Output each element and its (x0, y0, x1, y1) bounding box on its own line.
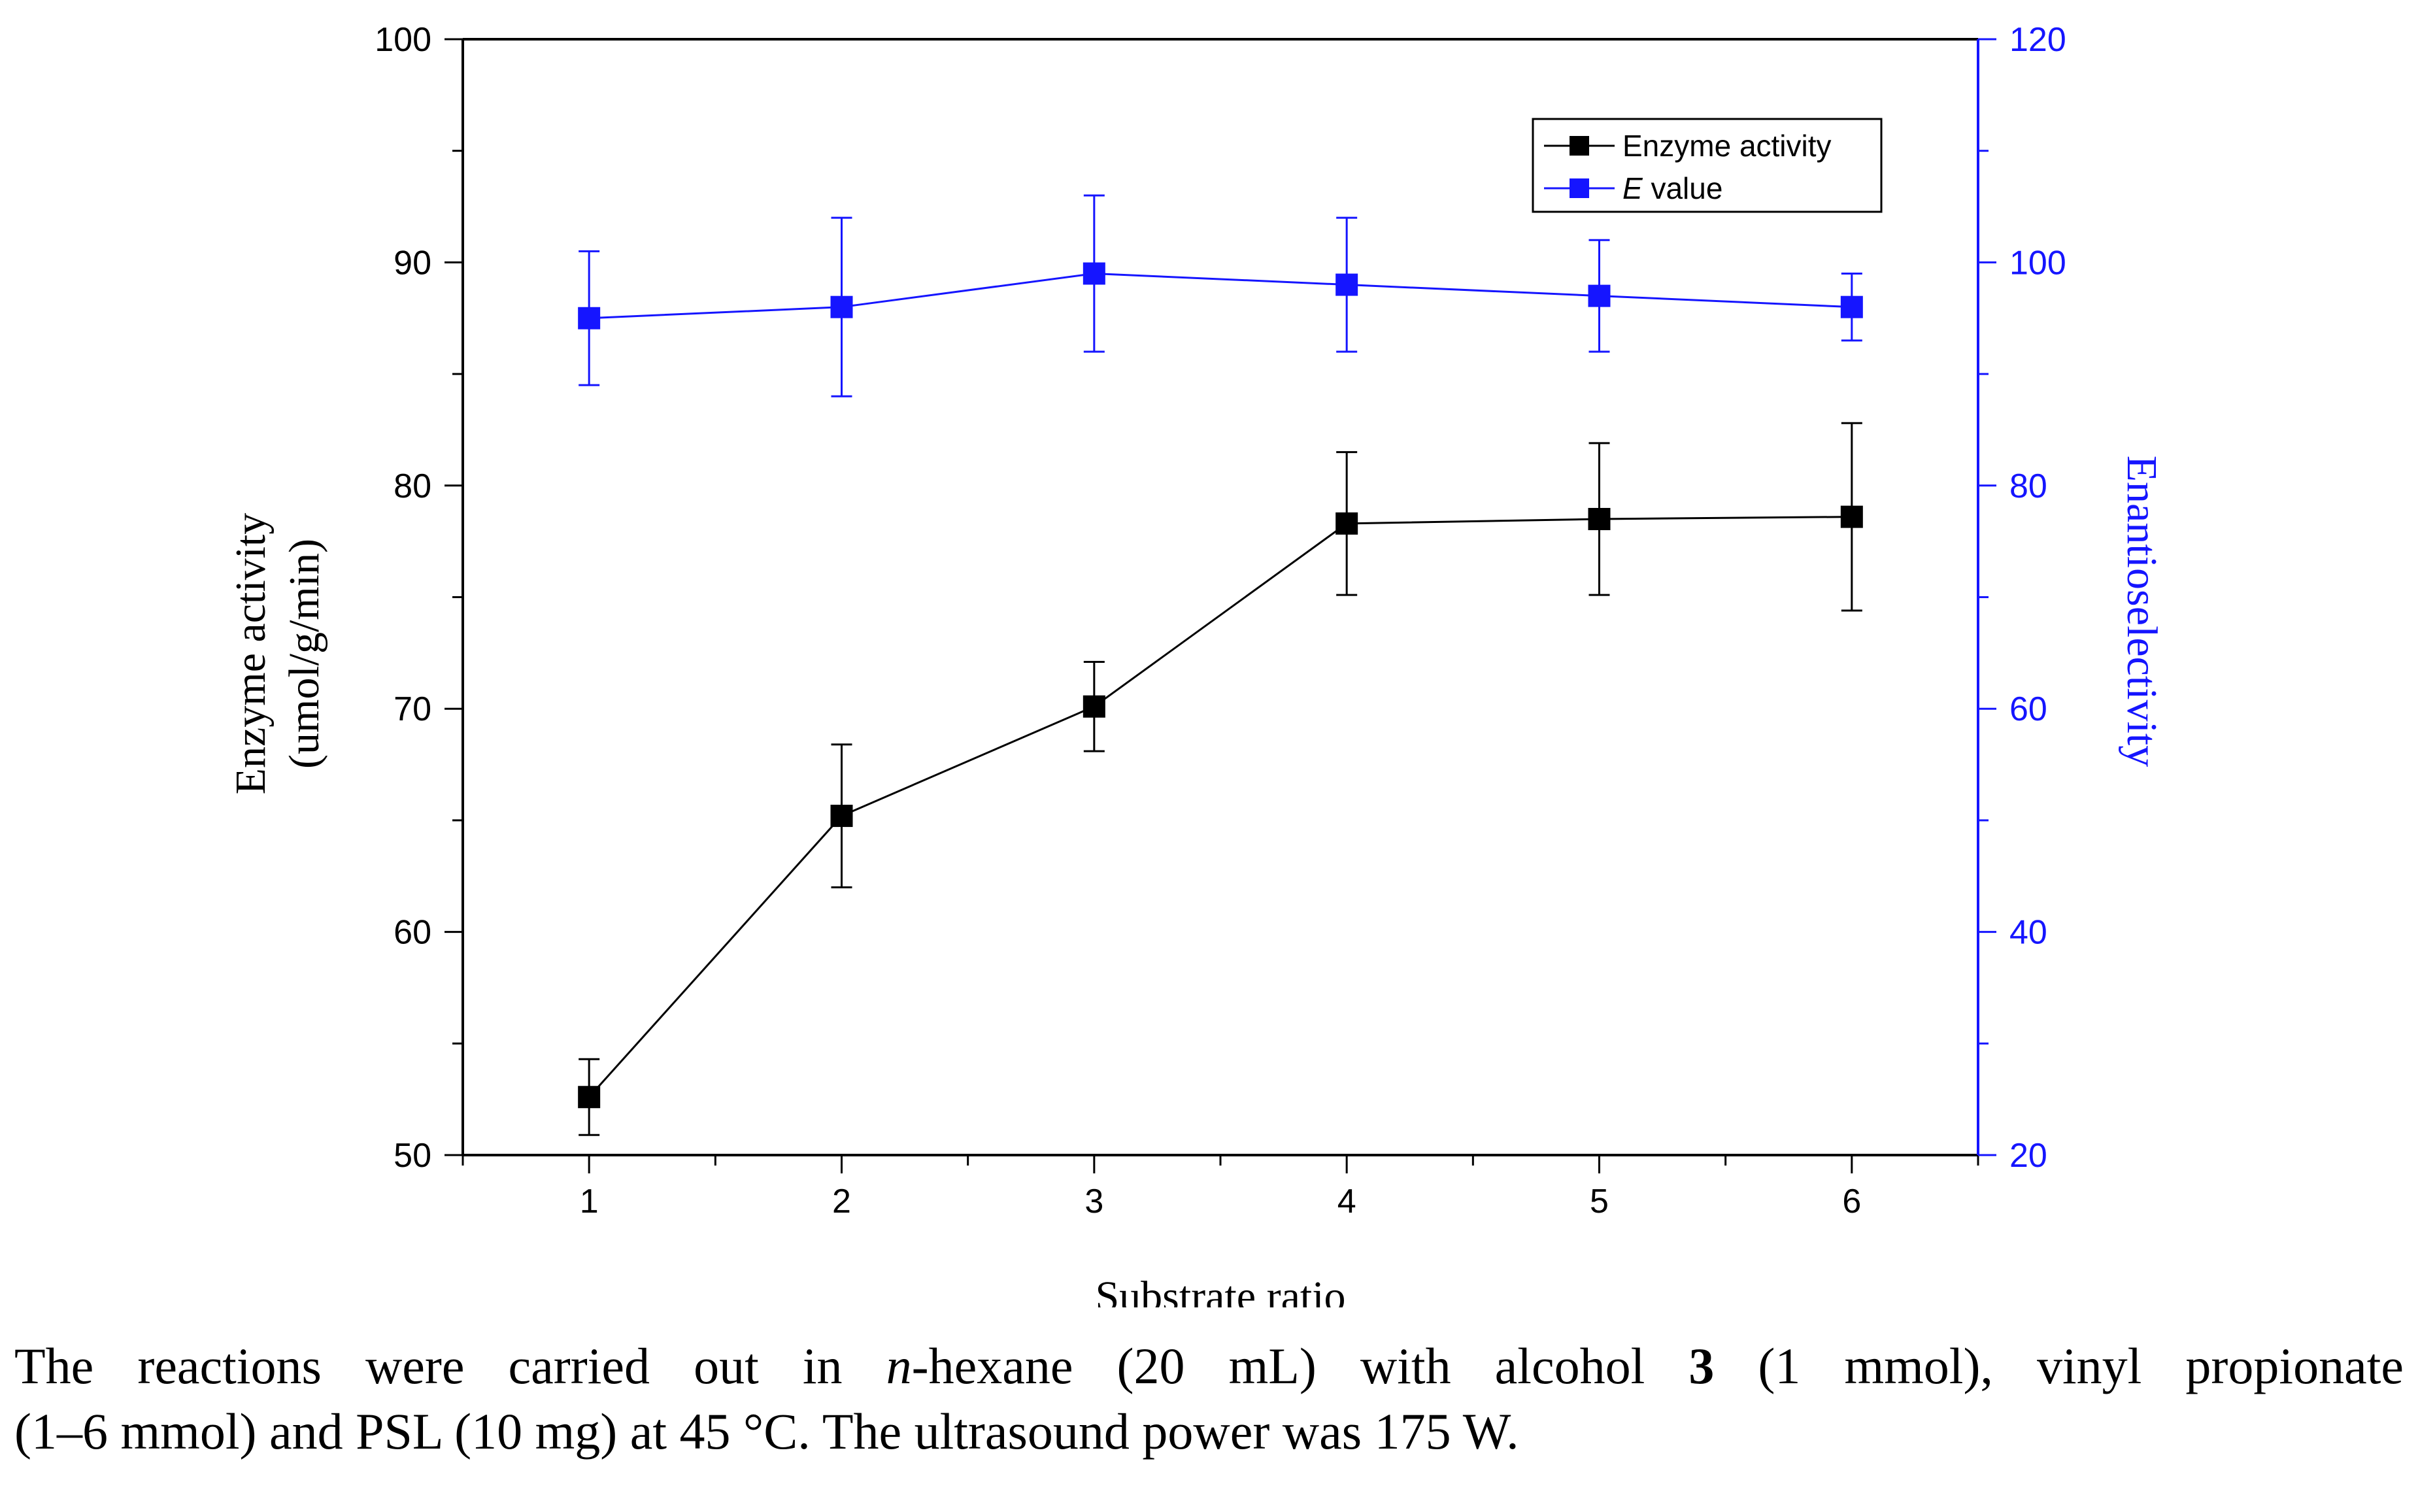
data-point-enzyme-activity (830, 805, 853, 828)
axis-ticks: 1 2 3 4 5 6 50 60 70 80 90 100 20 40 60 80 100 120 (375, 21, 2066, 1220)
data-point-enzyme-activity (1840, 505, 1863, 528)
data-point-e-value (830, 295, 853, 318)
series-line-enzyme-activity (588, 516, 1852, 1098)
data-point-enzyme-activity (1335, 512, 1358, 535)
data-point-e-value (578, 307, 601, 329)
right-tick-label: 60 (2009, 690, 2047, 728)
x-tick-label: 2 (832, 1183, 851, 1220)
data-point-enzyme-activity (578, 1086, 601, 1109)
legend: Enzyme activity E value (1532, 118, 1883, 213)
data-point-e-value (1840, 295, 1863, 318)
data-point-enzyme-activity (1588, 508, 1611, 531)
left-tick-label: 80 (394, 467, 431, 505)
data-point-e-value (1083, 262, 1105, 285)
data-point-enzyme-activity (1083, 695, 1105, 718)
left-tick-label: 100 (375, 21, 431, 59)
x-tick-label: 6 (1842, 1183, 1861, 1220)
right-tick-label: 100 (2009, 244, 2066, 282)
right-axis-title: Enantioselectivity (2118, 456, 2166, 767)
caption-line-1: The reactions were carried out in n-hexa… (14, 1337, 2404, 1394)
right-tick-label: 40 (2009, 914, 2047, 952)
left-axis-title-line1: Enzyme activity (227, 513, 275, 795)
legend-label-enzyme: Enzyme activity (1622, 129, 1832, 163)
left-tick-label: 50 (394, 1137, 431, 1175)
data-point-e-value (1588, 284, 1611, 307)
chart: 1 2 3 4 5 6 50 60 70 80 90 100 20 40 60 80 100 120 Substr… (227, 21, 2166, 1307)
x-tick-label: 5 (1590, 1183, 1609, 1220)
figure-caption: The reactions were carried out in n-hexa… (14, 1334, 2404, 1464)
left-tick-label: 70 (394, 690, 431, 728)
data-point-e-value (1335, 273, 1358, 296)
legend-marker-enzyme (1570, 136, 1589, 156)
caption-line-2: (1–6 mmol) and PSL (10 mg) at 45 °C. The… (14, 1403, 1519, 1460)
x-tick-label: 1 (580, 1183, 599, 1220)
x-tick-label: 3 (1084, 1183, 1103, 1220)
series-line-e-value (589, 272, 1852, 320)
right-tick-label: 20 (2009, 1137, 2047, 1175)
left-tick-label: 90 (394, 244, 431, 282)
right-tick-label: 120 (2009, 21, 2066, 59)
x-tick-label: 4 (1337, 1183, 1356, 1220)
x-axis-title: Substrate ratio (1095, 1273, 1345, 1307)
legend-box (1532, 118, 1883, 213)
series-layer (578, 194, 1863, 1136)
legend-label-e-value: E value (1622, 171, 1722, 205)
left-tick-label: 60 (394, 914, 431, 952)
right-tick-label: 80 (2009, 467, 2047, 505)
legend-marker-e-value (1570, 178, 1589, 198)
left-axis-title-line2: (umol/g/min) (280, 539, 328, 769)
